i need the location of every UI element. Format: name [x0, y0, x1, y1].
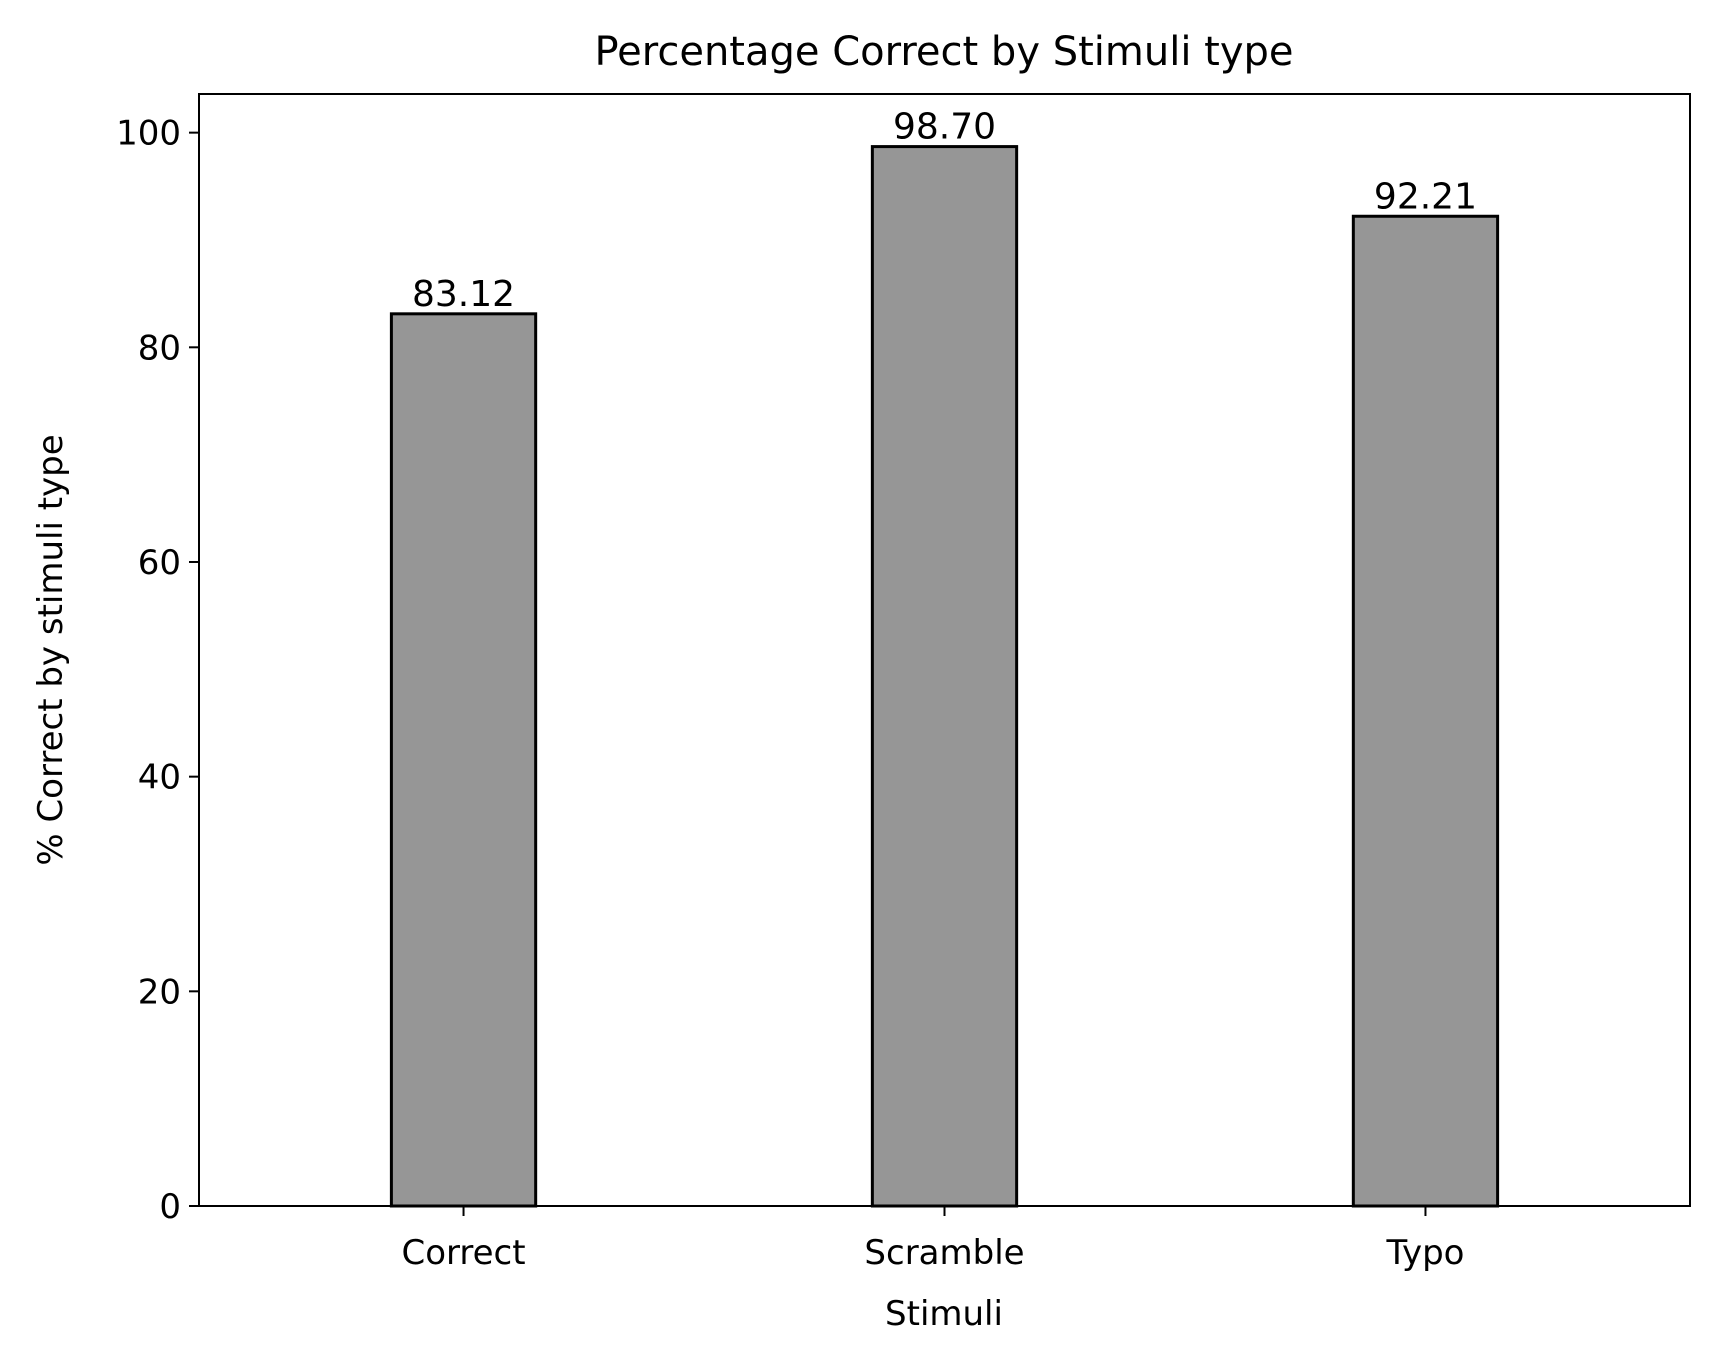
plot-frame	[198, 93, 1691, 1207]
x-tick-label: Typo	[1385, 1233, 1464, 1273]
x-axis-label: Stimuli	[885, 1294, 1003, 1334]
bars-group: 83.12 98.70 92.21	[389, 107, 1500, 1208]
y-tick-label: 60	[138, 543, 181, 583]
y-axis-label: % Correct by stimuli type	[31, 434, 71, 865]
bar-value-label: 98.70	[893, 107, 996, 148]
x-tick-label: Correct	[401, 1233, 525, 1273]
y-axis: 0 20 40 60 80 100	[116, 114, 199, 1227]
chart-title: Percentage Correct by Stimuli type	[594, 29, 1293, 75]
y-tick-label: 40	[138, 758, 181, 798]
x-tick-label: Scramble	[864, 1233, 1024, 1273]
x-axis: Correct Scramble Typo	[401, 1206, 1464, 1273]
y-tick-label: 100	[116, 114, 181, 154]
y-tick-label: 0	[159, 1187, 181, 1227]
bar-value-label: 92.21	[1374, 176, 1477, 217]
y-tick-label: 20	[138, 972, 181, 1012]
bar	[1351, 214, 1500, 1208]
bar-value-label: 83.12	[412, 274, 515, 315]
bar	[389, 312, 538, 1208]
bar	[870, 145, 1019, 1208]
y-tick-label: 80	[138, 328, 181, 368]
